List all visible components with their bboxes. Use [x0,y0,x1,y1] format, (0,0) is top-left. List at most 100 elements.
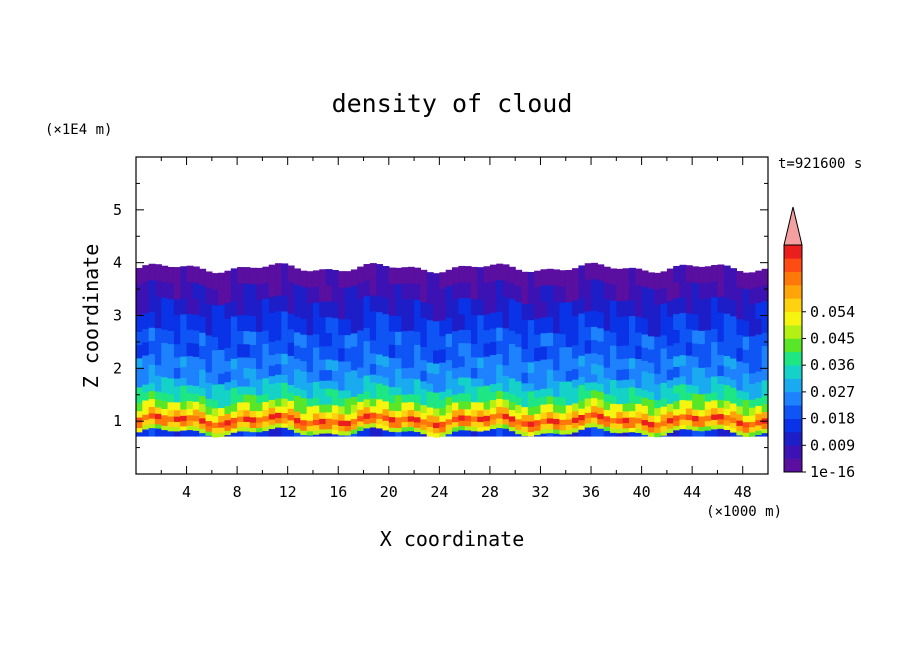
density-cell [401,283,409,300]
density-cell [224,360,232,372]
density-cell [136,394,143,404]
density-cell [161,384,169,394]
density-cell [376,311,384,329]
density-cell [540,396,548,405]
density-cell [584,310,592,328]
density-cell [508,415,516,422]
density-cell [167,282,175,300]
density-cell [508,409,516,417]
density-cell [489,354,497,366]
density-cell [312,389,320,398]
density-cell [483,425,491,431]
density-cell [363,418,371,425]
density-cell [249,283,257,301]
density-cell [622,268,630,285]
density-cell [496,412,504,419]
density-cell [578,355,586,367]
density-cell [281,310,289,328]
density-cell [628,315,636,332]
density-cell [281,279,289,296]
density-cell [559,434,567,437]
density-cell [142,376,150,385]
density-cell [647,383,655,392]
density-cell [275,363,282,375]
density-cell [312,360,320,372]
density-cell [515,301,523,318]
density-cell [616,432,624,437]
density-cell [641,318,649,335]
density-cell [136,368,143,380]
density-cell [641,370,649,383]
density-cell [199,332,207,346]
density-cell [300,434,308,437]
density-cell [369,381,377,391]
density-cell [312,413,320,420]
density-cell [205,319,213,336]
density-cell [192,356,200,368]
density-cell [243,426,251,432]
density-cell [584,382,592,391]
density-cell [755,370,763,383]
density-cell [433,415,440,423]
density-cell [679,413,687,420]
density-cell [357,430,365,437]
density-cell [218,421,226,428]
density-cell [287,355,295,367]
density-cell [559,317,567,335]
density-cell [666,403,674,412]
density-cell [679,407,687,415]
density-cell [730,344,737,359]
density-cell [597,391,605,400]
density-cell [610,300,617,317]
density-cell [154,280,162,297]
density-cell [679,428,687,437]
density-cell [654,288,662,306]
density-cell [628,357,636,369]
density-cell [755,334,763,348]
density-cell [666,432,674,437]
density-cell [508,314,516,331]
density-cell [230,268,238,285]
density-cell [249,431,257,437]
density-cell [603,298,611,315]
density-cell [369,263,377,280]
density-cell [173,409,181,417]
density-cell [237,367,245,379]
density-cell [610,395,617,404]
density-cell [470,385,478,395]
density-cell [730,417,737,424]
density-cell [426,319,434,337]
density-cell [452,421,459,428]
density-cell [401,430,409,437]
density-cell [376,418,384,425]
density-cell [673,425,681,431]
density-cell [749,288,756,305]
density-cell [654,415,662,423]
density-cell [173,401,181,411]
density-cell [647,348,655,363]
density-cell [458,329,466,344]
density-cell [546,423,554,429]
density-cell [148,353,156,365]
density-cell [142,391,150,401]
density-cell [218,320,226,337]
density-cell [502,327,510,342]
density-cell [736,397,744,407]
density-cell [388,410,396,418]
density-cell [736,347,744,362]
density-cell [572,299,579,317]
density-cell [300,397,308,406]
density-cell [452,394,459,403]
density-cell [723,408,731,416]
density-cell [363,364,371,376]
density-cell [673,313,681,330]
density-cell [224,419,232,426]
density-cell [483,366,491,378]
density-cell [224,389,232,399]
density-cell [628,416,636,423]
density-cell [331,285,339,303]
density-cell [559,360,567,372]
density-cell [186,366,194,378]
density-cell [312,370,320,382]
density-cell [287,408,295,416]
